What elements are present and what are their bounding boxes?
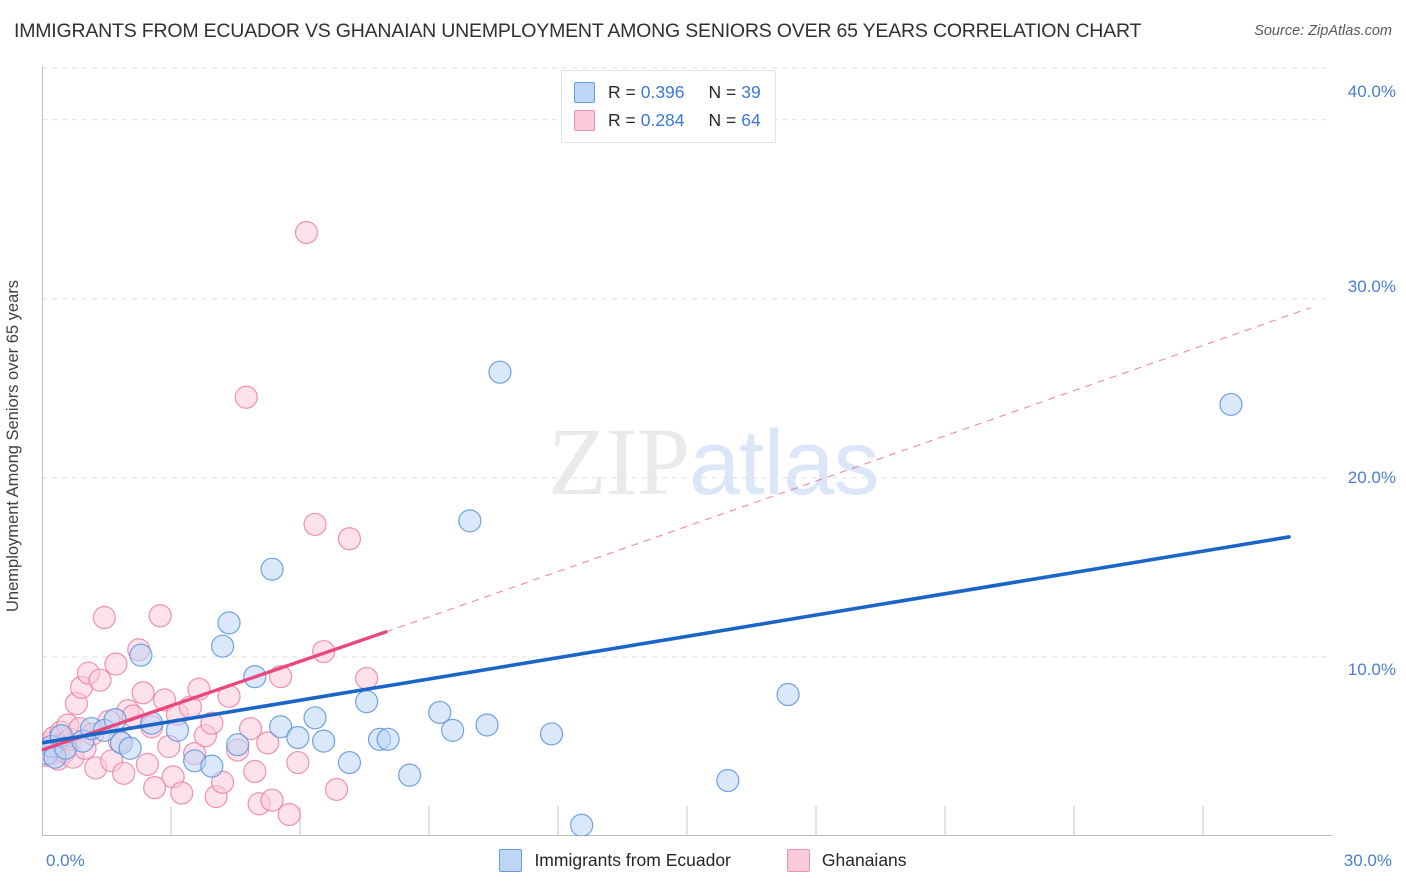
data-point[interactable]	[488, 360, 512, 384]
data-point[interactable]	[112, 761, 136, 785]
data-point[interactable]	[243, 759, 267, 784]
data-point[interactable]	[88, 668, 112, 692]
data-point[interactable]	[303, 706, 327, 730]
series-swatch-ecuador-icon	[499, 849, 523, 872]
n-value-ecuador: 39	[741, 81, 761, 102]
data-point[interactable]	[104, 652, 128, 676]
data-point[interactable]	[143, 776, 167, 800]
y-axis-tick-20: 20.0%	[1347, 468, 1396, 487]
page-title: IMMIGRANTS FROM ECUADOR VS GHANAIAN UNEM…	[14, 20, 1142, 42]
data-point[interactable]	[200, 754, 224, 778]
data-point[interactable]	[337, 527, 362, 551]
data-point[interactable]	[211, 770, 235, 794]
data-point[interactable]	[238, 716, 263, 741]
n-value-ghanaians: 64	[741, 109, 761, 130]
series-swatch-ghanaians-icon	[786, 849, 810, 872]
data-point[interactable]	[776, 682, 800, 707]
data-point[interactable]	[260, 557, 284, 581]
r-label-ghanaians: R =	[608, 109, 636, 130]
data-point[interactable]	[217, 611, 241, 635]
y-axis-tick-40: 40.0%	[1347, 82, 1396, 101]
data-point[interactable]	[475, 713, 499, 737]
stat-row-ecuador: R = 0.396 N = 39	[574, 78, 761, 106]
legend-swatch-ecuador-icon	[574, 81, 595, 103]
data-point[interactable]	[260, 788, 284, 812]
plot-area	[42, 66, 1332, 836]
data-point[interactable]	[458, 509, 482, 533]
r-label-ecuador: R =	[608, 81, 636, 102]
data-point[interactable]	[376, 727, 400, 751]
data-point[interactable]	[92, 605, 116, 630]
series-group-immigrants-from-ecuador	[42, 360, 1243, 836]
data-point[interactable]	[211, 634, 235, 658]
data-point[interactable]	[355, 666, 379, 691]
data-point[interactable]	[539, 722, 564, 746]
data-point[interactable]	[716, 768, 740, 793]
correlation-stats-legend: R = 0.396 N = 39 R = 0.284 N = 64	[561, 70, 776, 143]
trend-line-ghanaians	[42, 630, 388, 752]
data-point[interactable]	[277, 802, 301, 827]
plot-svg	[42, 66, 1332, 836]
series-legend-item-ghanaians[interactable]: Ghanaians	[786, 849, 907, 872]
data-point[interactable]	[428, 700, 452, 725]
y-axis-tick-10: 10.0%	[1347, 660, 1396, 679]
data-point[interactable]	[303, 512, 327, 537]
r-value-ghanaians: 0.284	[640, 109, 685, 130]
data-point[interactable]	[129, 643, 153, 667]
source-attribution: Source: ZipAtlas.com	[1254, 23, 1392, 39]
y-axis-tick-30: 30.0%	[1347, 277, 1396, 296]
trend-line-ecuador	[42, 535, 1291, 745]
data-point[interactable]	[269, 715, 293, 739]
data-point[interactable]	[170, 781, 194, 805]
data-point[interactable]	[135, 752, 159, 776]
data-point[interactable]	[337, 750, 362, 775]
data-point[interactable]	[118, 736, 142, 760]
n-label-ecuador: N =	[708, 81, 737, 102]
data-point[interactable]	[286, 725, 310, 750]
legend-swatch-ghanaians-icon	[574, 109, 595, 131]
x-axis-tick-min: 0.0%	[46, 851, 85, 870]
data-point[interactable]	[148, 604, 172, 628]
x-axis-tick-max: 30.0%	[1343, 851, 1392, 870]
series-legend-label-ghanaians: Ghanaians	[821, 850, 907, 870]
data-point[interactable]	[226, 733, 250, 757]
trend-line-ghanaians-extrapolated	[385, 307, 1311, 633]
data-point[interactable]	[441, 718, 465, 742]
n-label-ghanaians: N =	[708, 109, 737, 130]
data-point[interactable]	[234, 385, 258, 409]
stat-row-ghanaians: R = 0.284 N = 64	[574, 106, 761, 134]
series-legend-item-ecuador[interactable]: Immigrants from Ecuador	[499, 849, 731, 872]
data-point[interactable]	[570, 813, 594, 836]
data-point[interactable]	[324, 777, 349, 802]
data-point[interactable]	[398, 763, 422, 787]
data-point[interactable]	[1219, 392, 1243, 417]
data-point[interactable]	[294, 220, 319, 245]
data-point[interactable]	[286, 750, 310, 775]
data-point[interactable]	[355, 690, 379, 714]
data-point[interactable]	[312, 729, 336, 753]
data-point[interactable]	[131, 681, 155, 705]
r-value-ecuador: 0.396	[640, 81, 685, 102]
series-legend: Immigrants from Ecuador Ghanaians	[0, 849, 1406, 872]
series-legend-label-ecuador: Immigrants from Ecuador	[534, 850, 731, 870]
data-point[interactable]	[256, 731, 280, 755]
data-point[interactable]	[200, 711, 224, 735]
y-axis-title: Unemployment Among Seniors over 65 years	[3, 280, 22, 612]
